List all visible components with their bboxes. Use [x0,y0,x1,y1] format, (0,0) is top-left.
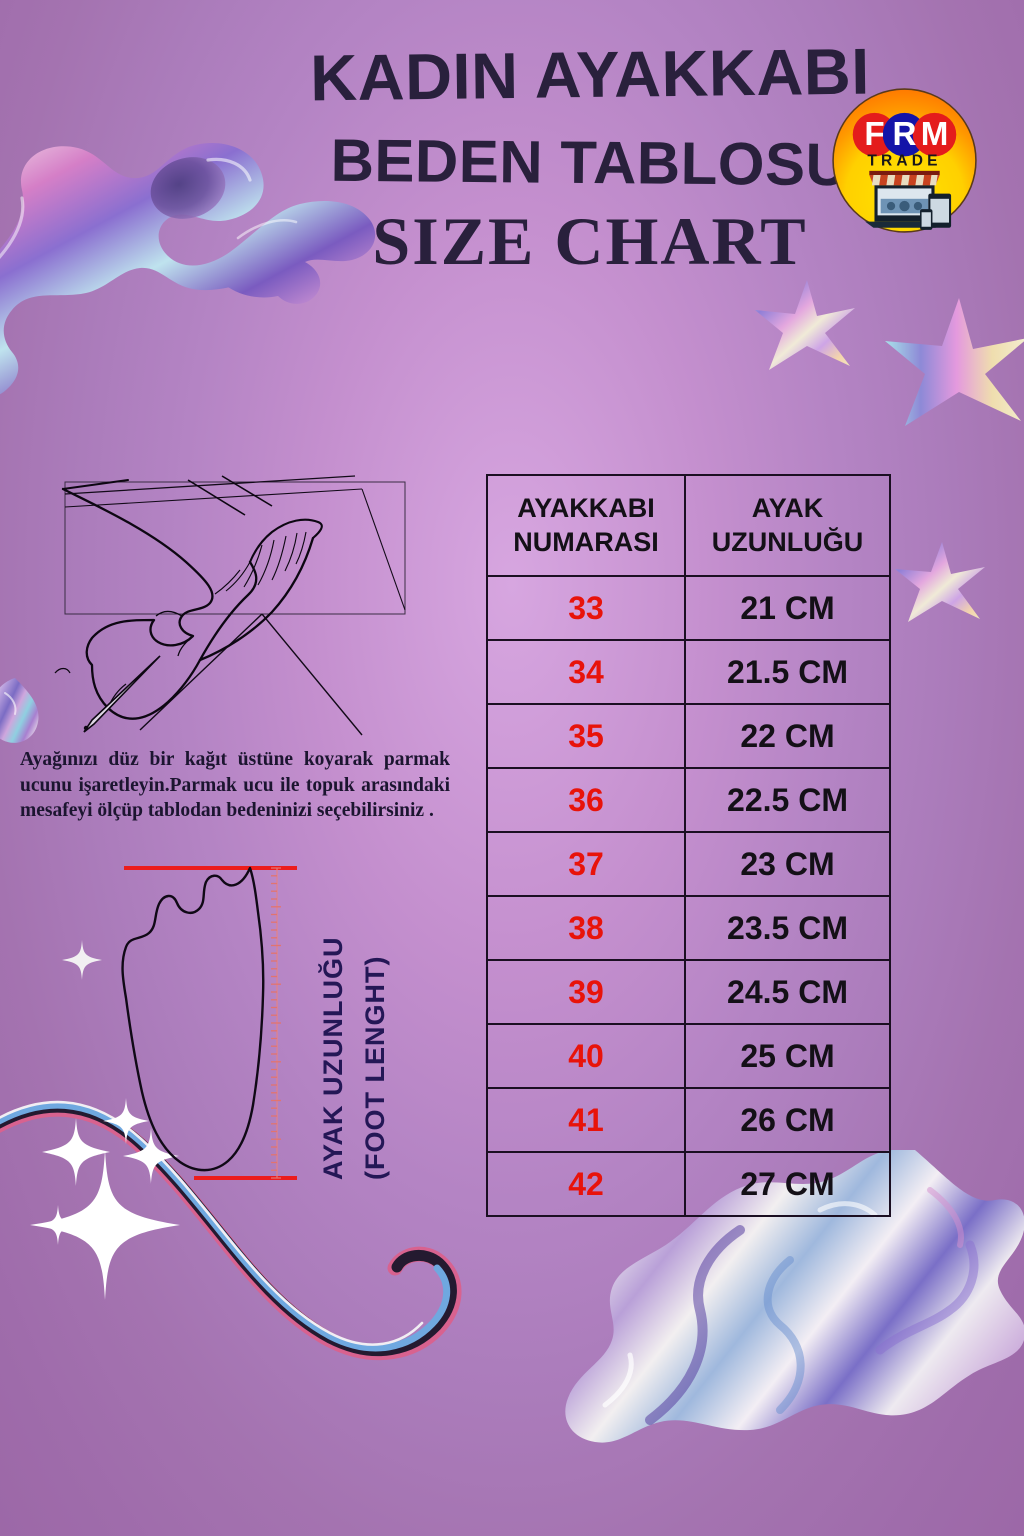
svg-text:M: M [921,116,949,153]
svg-text:TRADE: TRADE [867,153,941,170]
svg-text:F: F [864,116,884,153]
svg-text:R: R [893,116,917,153]
